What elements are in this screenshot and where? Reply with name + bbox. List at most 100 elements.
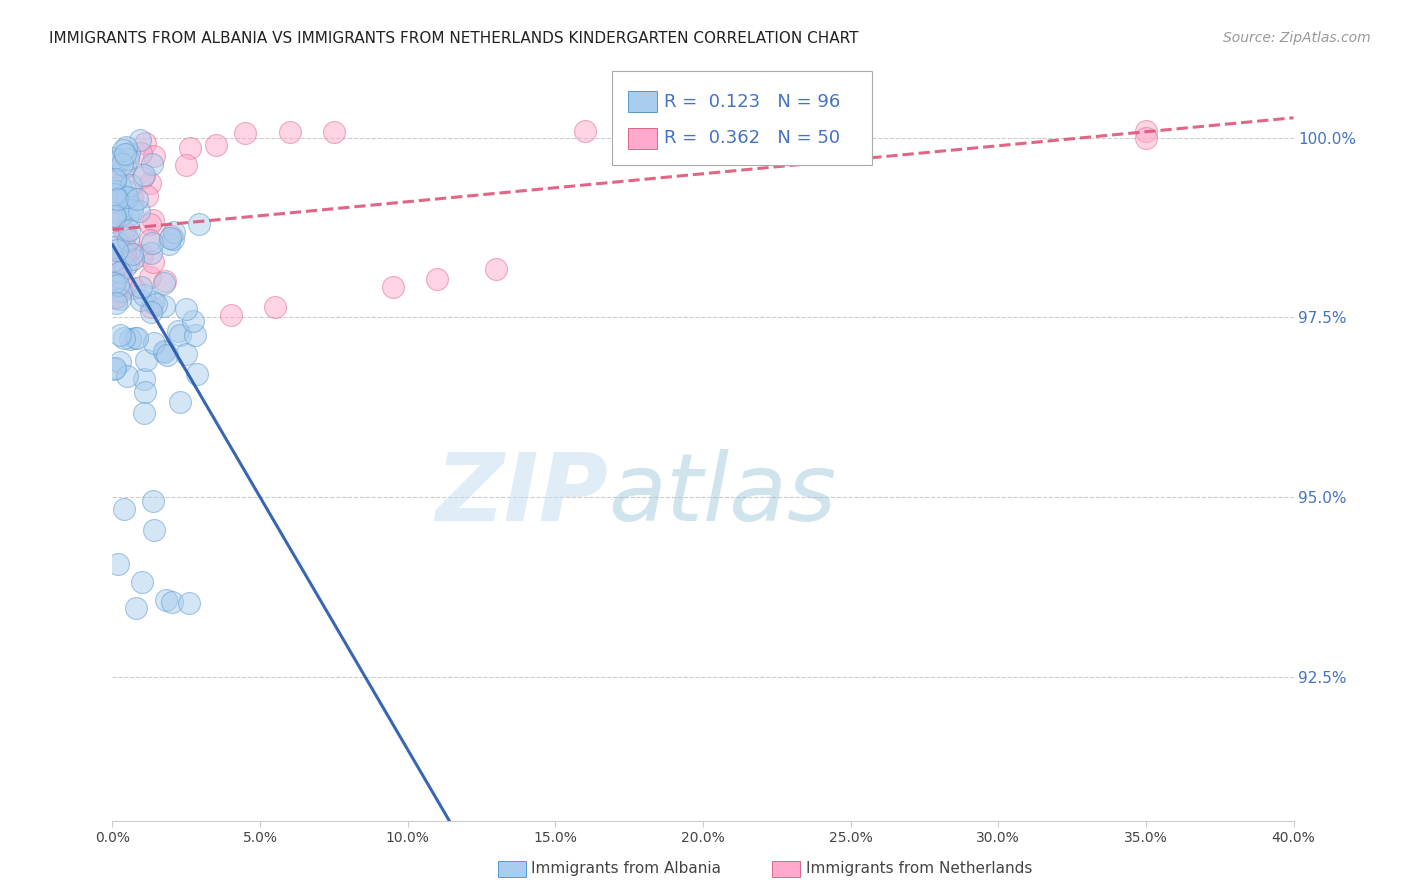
Point <box>278 125 301 139</box>
Point <box>142 255 165 269</box>
Point <box>108 292 131 306</box>
Point <box>112 143 135 157</box>
Point <box>110 196 132 211</box>
Point <box>121 252 143 267</box>
Point <box>264 301 287 315</box>
Point <box>128 204 150 219</box>
Point <box>114 147 136 161</box>
Point <box>132 372 155 386</box>
Point <box>114 227 136 241</box>
Point <box>121 200 143 214</box>
Point <box>117 256 139 270</box>
Point <box>125 192 148 206</box>
Point <box>132 287 155 301</box>
Point <box>114 183 136 197</box>
Point <box>135 353 157 368</box>
Point <box>105 235 128 249</box>
Point <box>110 265 132 279</box>
Point <box>124 281 146 295</box>
Point <box>181 314 204 328</box>
Text: R =  0.123   N = 96: R = 0.123 N = 96 <box>664 93 839 111</box>
Point <box>124 331 146 345</box>
Point <box>155 592 177 607</box>
Point <box>159 231 181 245</box>
Point <box>485 261 508 276</box>
Point <box>115 190 138 204</box>
Point <box>145 296 167 310</box>
Point <box>136 188 159 202</box>
Point <box>103 276 125 290</box>
Point <box>104 211 127 225</box>
Point <box>125 331 148 345</box>
Point <box>121 246 143 260</box>
Point <box>108 194 131 208</box>
Point <box>139 245 162 260</box>
Point <box>115 368 138 383</box>
Point <box>174 158 197 172</box>
Point <box>118 145 141 160</box>
Point <box>160 228 183 243</box>
Point <box>139 269 162 284</box>
Point <box>132 407 155 421</box>
Point <box>103 240 125 254</box>
Point <box>169 327 191 342</box>
Point <box>114 245 136 260</box>
Point <box>112 502 135 516</box>
Point <box>129 133 152 147</box>
Point <box>139 233 162 247</box>
Point <box>105 243 128 257</box>
Text: Source: ZipAtlas.com: Source: ZipAtlas.com <box>1223 31 1371 45</box>
Point <box>125 600 148 615</box>
Point <box>112 189 135 203</box>
Point <box>382 280 405 294</box>
Point <box>139 217 162 231</box>
Point <box>160 595 183 609</box>
Point <box>141 236 163 251</box>
Point <box>104 290 127 304</box>
Text: atlas: atlas <box>609 450 837 541</box>
Point <box>104 361 127 376</box>
Point <box>153 274 176 288</box>
Point <box>118 222 141 236</box>
Point <box>174 302 197 317</box>
Point <box>110 208 132 222</box>
Point <box>103 362 125 376</box>
Point <box>114 239 136 253</box>
Point <box>104 172 127 186</box>
Point <box>132 168 155 182</box>
Point <box>174 347 197 361</box>
Point <box>188 217 211 231</box>
Point <box>107 257 129 271</box>
Point <box>142 494 165 508</box>
Point <box>129 145 152 160</box>
Point <box>131 248 153 262</box>
Point <box>110 355 132 369</box>
Point <box>103 253 125 268</box>
Point <box>111 157 134 171</box>
Point <box>155 348 177 362</box>
Point <box>139 176 162 190</box>
Point <box>205 138 228 153</box>
Point <box>1135 123 1157 137</box>
Point <box>117 233 139 247</box>
Point <box>104 184 127 198</box>
Point <box>162 232 184 246</box>
Point <box>143 336 166 351</box>
Point <box>129 293 152 307</box>
Point <box>105 192 128 206</box>
Point <box>141 157 163 171</box>
Point <box>104 160 127 174</box>
Text: R =  0.362   N = 50: R = 0.362 N = 50 <box>664 129 839 147</box>
Point <box>142 523 165 537</box>
Point <box>111 207 134 221</box>
Point <box>103 186 125 201</box>
Point <box>107 258 129 272</box>
Point <box>142 212 165 227</box>
Point <box>233 126 256 140</box>
Point <box>574 123 596 137</box>
Point <box>108 178 131 193</box>
Point <box>103 210 125 224</box>
Point <box>142 149 165 163</box>
Point <box>117 209 139 223</box>
Point <box>121 191 143 205</box>
